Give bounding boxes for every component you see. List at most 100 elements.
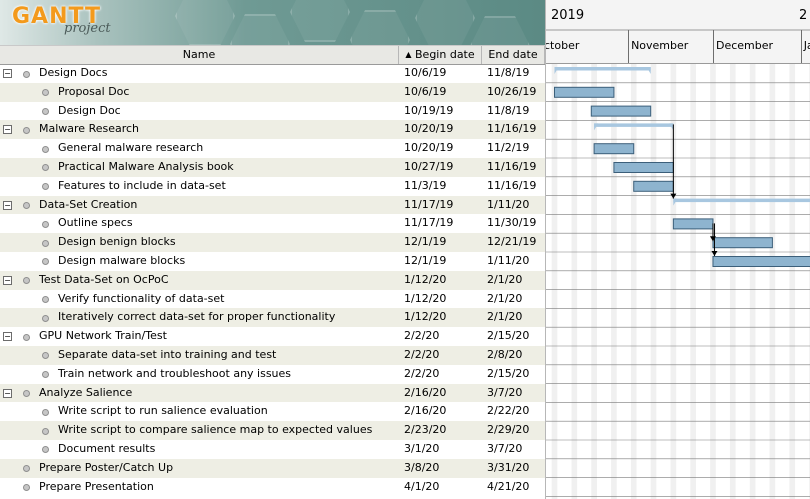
table-row[interactable]: − Design Docs 10/6/19 11/8/19: [0, 64, 545, 83]
table-row[interactable]: Outline specs 11/17/19 11/30/19: [0, 214, 545, 233]
task-bullet-icon: [42, 164, 49, 172]
table-row[interactable]: Verify functionality of data-set 1/12/20 2…: [0, 290, 545, 309]
task-begin-date: 12/1/19: [404, 235, 447, 249]
task-end-date: 1/11/20: [487, 197, 530, 211]
logo-subtitle: project: [64, 21, 111, 36]
weekend-shade: [729, 64, 736, 499]
task-name: Separate data-set into training and test: [58, 347, 277, 361]
weekend-shade: [571, 64, 578, 499]
task-bullet-icon: [42, 89, 49, 97]
collapse-icon[interactable]: −: [3, 388, 12, 398]
table-row[interactable]: − Test Data-Set on OcPoC 1/12/20 2/1/20: [0, 270, 545, 290]
task-begin-date: 2/23/20: [404, 423, 447, 437]
task-bullet-icon: [42, 258, 49, 266]
sort-ascending-icon: ▲: [405, 50, 412, 59]
summary-bar-left-cap: [594, 123, 599, 131]
table-row[interactable]: Document results 3/1/20 3/7/20: [0, 440, 545, 459]
summary-bar: [673, 198, 810, 203]
collapse-icon[interactable]: −: [3, 125, 12, 135]
column-header-name[interactable]: Name: [0, 46, 399, 64]
weekend-shade: [551, 64, 558, 499]
table-row[interactable]: Design malware blocks 12/1/19 1/11/20: [0, 252, 545, 271]
task-begin-date: 10/20/19: [404, 141, 454, 155]
column-header-end-label: End date: [488, 48, 538, 61]
task-bullet-icon: [42, 314, 49, 322]
task-begin-date: 10/27/19: [404, 159, 454, 173]
task-bar: [593, 143, 635, 155]
table-row[interactable]: Proposal Doc 10/6/19 10/26/19: [0, 82, 545, 102]
table-row[interactable]: Design benign blocks 12/1/19 12/21/19: [0, 233, 545, 252]
month-label: Jan: [803, 39, 810, 52]
task-end-date: 2/15/20: [487, 366, 530, 380]
table-row[interactable]: Iteratively correct data-set for proper …: [0, 308, 545, 328]
task-begin-date: 11/17/19: [404, 216, 454, 230]
table-row[interactable]: − Data-Set Creation 11/17/19 1/11/20: [0, 195, 545, 215]
task-bullet-icon: [42, 239, 49, 247]
table-row[interactable]: Design Doc 10/19/19 11/8/19: [0, 102, 545, 121]
column-header-name-label: Name: [182, 48, 216, 61]
task-end-date: 11/8/19: [487, 103, 530, 117]
task-end-date: 3/7/20: [487, 385, 523, 399]
weekend-shade: [749, 64, 756, 499]
column-headers: Name ▲ Begin date End date: [0, 45, 545, 65]
column-header-begin-label: Begin date: [415, 48, 475, 61]
table-row[interactable]: − GPU Network Train/Test 2/2/20 2/15/20: [0, 327, 545, 346]
task-end-date: 10/26/19: [487, 84, 537, 98]
task-begin-date: 3/8/20: [404, 460, 440, 474]
task-bullet-icon: [42, 183, 49, 191]
next-year-label: 2: [799, 8, 807, 23]
task-name: Analyze Salience: [39, 385, 133, 399]
table-row[interactable]: Practical Malware Analysis book 10/27/19 1…: [0, 157, 545, 177]
collapse-icon[interactable]: −: [3, 200, 12, 210]
task-begin-date: 2/16/20: [404, 385, 447, 399]
task-begin-date: 1/12/20: [404, 291, 447, 305]
task-table-panel: GANTT project Name ▲ Begin date End date…: [0, 0, 545, 496]
task-name: Verify functionality of data-set: [58, 291, 225, 305]
task-bullet-icon: [23, 277, 30, 285]
task-end-date: 12/21/19: [487, 235, 537, 249]
task-name: Malware Research: [39, 122, 140, 136]
task-bullet-icon: [42, 108, 49, 116]
weekend-shade: [710, 64, 716, 499]
table-row[interactable]: Separate data-set into training and test…: [0, 345, 545, 365]
task-bullet-icon: [23, 202, 30, 210]
task-bullet-icon: [42, 408, 49, 416]
task-end-date: 2/22/20: [487, 404, 530, 418]
task-end-date: 3/31/20: [487, 460, 530, 474]
gantt-chart-panel: 2019 2 ctober November December Jan: [545, 0, 810, 499]
task-begin-date: 4/1/20: [404, 479, 440, 493]
collapse-icon[interactable]: −: [3, 332, 12, 342]
task-bullet-icon: [42, 296, 49, 304]
column-header-end-date[interactable]: End date: [482, 46, 545, 64]
table-row[interactable]: Write script to run salience evaluation 2…: [0, 402, 545, 421]
task-begin-date: 2/2/20: [404, 347, 440, 361]
year-label: 2019: [551, 8, 584, 23]
table-row[interactable]: − Analyze Salience 2/16/20 3/7/20: [0, 383, 545, 403]
month-label: November: [631, 39, 689, 52]
table-row[interactable]: Features to include in data-set 11/3/19 11…: [0, 177, 545, 196]
collapse-icon[interactable]: −: [3, 69, 12, 78]
task-end-date: 11/8/19: [487, 66, 530, 79]
task-begin-date: 10/19/19: [404, 103, 454, 117]
task-rows: − Design Docs 10/6/19 11/8/19 Proposal Doc 10…: [0, 64, 545, 496]
task-bullet-icon: [42, 446, 49, 454]
task-bullet-icon: [42, 220, 49, 228]
task-end-date: 2/15/20: [487, 329, 530, 343]
task-name: Document results: [58, 441, 156, 455]
table-row[interactable]: Train network and troubleshoot any issue…: [0, 365, 545, 384]
task-end-date: 3/7/20: [487, 441, 523, 455]
table-row[interactable]: Write script to compare salience map to …: [0, 421, 545, 440]
task-begin-date: 10/6/19: [404, 66, 447, 79]
table-row[interactable]: Prepare Poster/Catch Up 3/8/20 3/31/20: [0, 458, 545, 478]
collapse-icon[interactable]: −: [3, 275, 12, 285]
task-bar: [590, 105, 652, 117]
table-row[interactable]: General malware research 10/20/19 11/2/19: [0, 139, 545, 158]
task-begin-date: 2/16/20: [404, 404, 447, 418]
column-header-begin-date[interactable]: ▲ Begin date: [399, 46, 482, 64]
task-bullet-icon: [23, 484, 30, 492]
summary-bar-right-cap: [669, 123, 674, 131]
dependency-arrowhead: [670, 193, 677, 199]
table-row[interactable]: − Malware Research 10/20/19 11/16/19: [0, 120, 545, 140]
task-bullet-icon: [23, 70, 30, 78]
table-row[interactable]: Prepare Presentation 4/1/20 4/21/20: [0, 478, 545, 497]
